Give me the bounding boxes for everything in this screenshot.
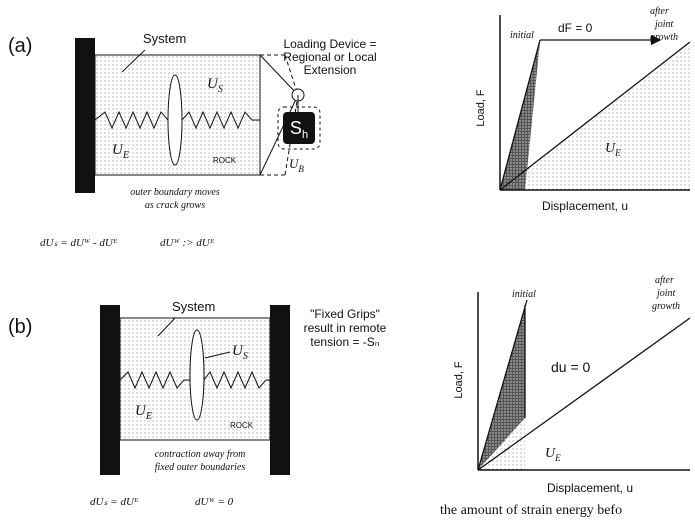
grips-note: result in remote (304, 321, 387, 335)
text-part: E (554, 453, 561, 463)
text-part: S (290, 118, 302, 138)
after-label: joint (653, 19, 674, 30)
dashed-boundary (260, 55, 285, 175)
initial-label: initial (510, 30, 534, 41)
y-label: Load, F (475, 89, 487, 127)
condition-label: dF = 0 (558, 21, 593, 35)
uw-label: UB (289, 156, 304, 174)
caption-fragment: the amount of strain energy befo (440, 503, 622, 518)
device-note: Loading Device = (283, 37, 376, 51)
after-label: after (650, 6, 669, 17)
boundary-note: fixed outer boundaries (155, 462, 246, 473)
wall (75, 38, 95, 193)
text-part: E (122, 150, 129, 161)
text-part: h (302, 129, 308, 141)
system-label: System (143, 31, 186, 46)
wall (270, 305, 290, 475)
after-label: growth (652, 301, 680, 312)
grips-note: tension = -Sₙ (310, 335, 379, 349)
device-note: Extension (304, 63, 357, 77)
boundary-note: contraction away from (155, 449, 246, 460)
equation: dUᵂ :> dUᴱ (160, 237, 215, 249)
boundary-note: outer boundary moves (130, 187, 220, 198)
wall (100, 305, 120, 475)
rock-label: ROCK (230, 421, 254, 430)
text-part: E (614, 148, 621, 158)
panel-b: (b) System US UE ROCK contraction away f… (8, 275, 690, 508)
crack (190, 330, 204, 420)
panel-a: (a) Sh System US UE ROCK outer boundary … (8, 6, 690, 249)
after-label: joint (655, 288, 676, 299)
text-part: S (218, 84, 223, 95)
x-label: Displacement, u (547, 481, 633, 495)
x-label: Displacement, u (542, 199, 628, 213)
figure: (a) Sh System US UE ROCK outer boundary … (0, 0, 695, 521)
equation: dUᵂ = 0 (195, 496, 234, 508)
text-part: E (145, 411, 152, 422)
crack (168, 75, 182, 165)
rock-label: ROCK (213, 156, 237, 165)
equation: dUₛ = dUᵂ - dUᴱ (40, 237, 118, 249)
initial-label: initial (512, 289, 536, 300)
y-label: Load, F (453, 361, 465, 399)
after-label: growth (650, 32, 678, 43)
after-label: after (655, 275, 674, 286)
text-part: B (298, 164, 304, 174)
boundary-note: as crack grows (145, 200, 205, 211)
panel-label: (b) (8, 316, 32, 338)
equation: dUₛ = dUᴱ (90, 496, 139, 508)
system-label: System (172, 299, 215, 314)
grips-note: "Fixed Grips" (310, 307, 380, 321)
panel-label: (a) (8, 35, 32, 57)
device-note: Regional or Local (283, 50, 376, 64)
condition-label: du = 0 (551, 359, 591, 375)
text-part: S (243, 351, 248, 362)
area-label: UE (545, 446, 561, 463)
